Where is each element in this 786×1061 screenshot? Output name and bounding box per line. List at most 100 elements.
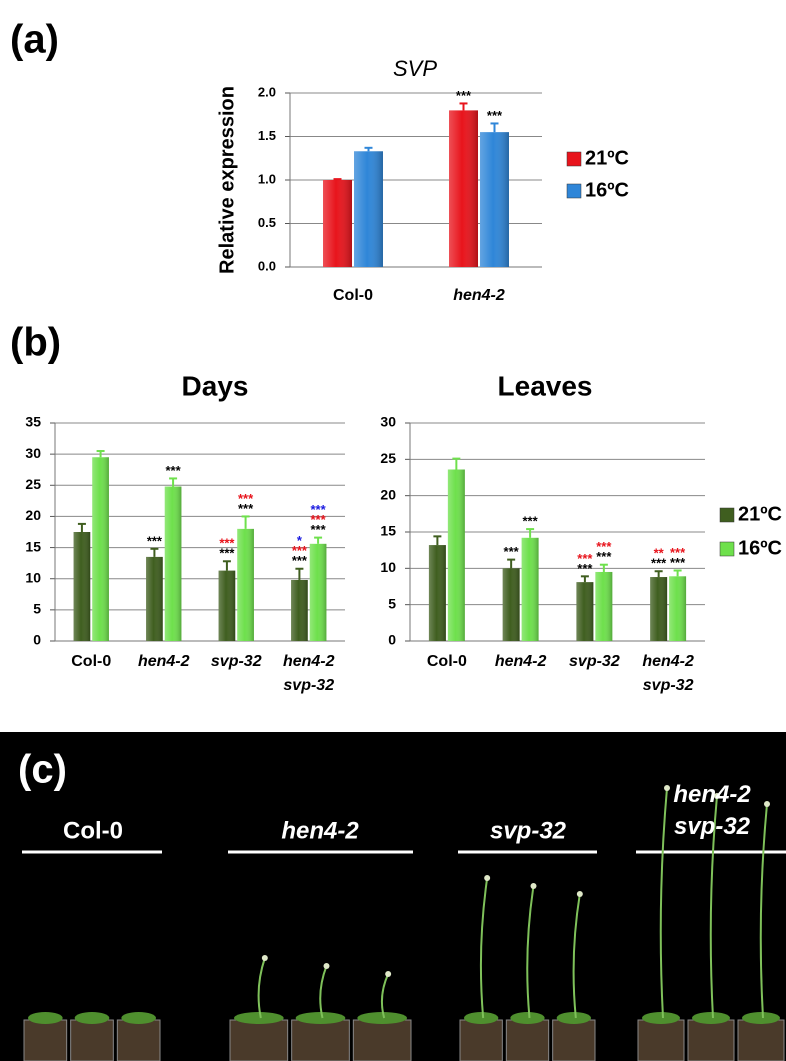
y-tick-label: 25 bbox=[25, 476, 41, 492]
panel-label: (c) bbox=[18, 748, 67, 792]
x-tick-label: svp-32 bbox=[569, 653, 620, 670]
pot bbox=[688, 1020, 734, 1061]
x-tick-label: Col-0 bbox=[71, 653, 111, 670]
legend-label: 16ºC bbox=[738, 537, 782, 559]
bar-shade bbox=[146, 557, 163, 641]
significance: *** bbox=[219, 536, 235, 551]
pot bbox=[553, 1020, 595, 1061]
pot bbox=[506, 1020, 548, 1061]
rosette bbox=[234, 1012, 284, 1024]
panel-label: (a) bbox=[10, 18, 59, 62]
bar-shade bbox=[480, 132, 509, 267]
x-tick-label: svp-32 bbox=[211, 653, 262, 670]
y-tick-label: 1.5 bbox=[258, 128, 276, 143]
chart-title: SVP bbox=[393, 56, 437, 81]
pot bbox=[117, 1020, 160, 1061]
legend-label: 16ºC bbox=[585, 179, 629, 201]
legend-swatch bbox=[720, 542, 734, 556]
y-tick-label: 5 bbox=[33, 601, 41, 617]
y-tick-label: 10 bbox=[380, 559, 396, 575]
y-tick-label: 30 bbox=[25, 445, 41, 461]
bar-shade bbox=[669, 576, 686, 641]
y-axis-label: Relative expression bbox=[216, 86, 238, 274]
significance: *** bbox=[596, 539, 612, 554]
bar-shade bbox=[449, 110, 478, 267]
legend-label: 21ºC bbox=[585, 147, 629, 169]
rosette bbox=[121, 1012, 156, 1024]
flower bbox=[664, 785, 670, 791]
pot bbox=[460, 1020, 502, 1061]
rosette bbox=[510, 1012, 544, 1024]
significance: *** bbox=[165, 463, 181, 478]
flower bbox=[385, 971, 391, 977]
y-tick-label: 0.5 bbox=[258, 215, 276, 230]
flower bbox=[764, 801, 770, 807]
pot bbox=[638, 1020, 684, 1061]
significance: *** bbox=[487, 108, 503, 123]
bar-shade bbox=[429, 545, 446, 641]
bar-shade bbox=[237, 529, 254, 641]
significance: *** bbox=[456, 88, 472, 103]
bar-shade bbox=[354, 151, 383, 267]
bar-shade bbox=[576, 582, 593, 641]
flower bbox=[577, 891, 583, 897]
panel-label: (b) bbox=[10, 321, 61, 365]
flower bbox=[262, 955, 268, 961]
significance: *** bbox=[310, 502, 326, 517]
flower bbox=[484, 875, 490, 881]
x-tick-label: hen4-2 bbox=[495, 653, 547, 670]
significance: *** bbox=[577, 551, 593, 566]
significance: *** bbox=[670, 545, 686, 560]
bar-shade bbox=[310, 544, 327, 641]
x-tick-label: hen4-2 bbox=[138, 653, 190, 670]
bar-shade bbox=[323, 180, 352, 267]
y-tick-label: 15 bbox=[25, 538, 41, 554]
pot bbox=[353, 1020, 411, 1061]
x-tick-label: hen4-2svp-32 bbox=[642, 653, 694, 694]
x-tick-label: Col-0 bbox=[333, 287, 373, 304]
legend-swatch bbox=[567, 184, 581, 198]
bar-shade bbox=[522, 538, 539, 641]
pot bbox=[230, 1020, 288, 1061]
figure: (a) (b) (c) Col-0hen4-2svp-32hen4-2svp-3… bbox=[0, 0, 786, 1061]
pot bbox=[738, 1020, 784, 1061]
y-tick-label: 20 bbox=[25, 507, 41, 523]
pot bbox=[292, 1020, 350, 1061]
legend-swatch bbox=[720, 508, 734, 522]
pot bbox=[71, 1020, 114, 1061]
flower bbox=[324, 963, 330, 969]
y-tick-label: 2.0 bbox=[258, 84, 276, 99]
bar-shade bbox=[650, 577, 667, 641]
rosette bbox=[28, 1012, 63, 1024]
rosette bbox=[296, 1012, 346, 1024]
y-tick-label: 20 bbox=[380, 486, 396, 502]
photo-label: Col-0 bbox=[63, 817, 123, 844]
rosette bbox=[742, 1012, 780, 1024]
y-tick-label: 30 bbox=[380, 414, 396, 430]
photo-label: svp-32 bbox=[490, 817, 567, 844]
bar-shade bbox=[503, 568, 520, 641]
chart-title: Leaves bbox=[498, 370, 593, 401]
legend-label: 21ºC bbox=[738, 503, 782, 525]
y-tick-label: 35 bbox=[25, 414, 41, 430]
bar-shade bbox=[595, 572, 612, 641]
y-tick-label: 5 bbox=[388, 595, 396, 611]
y-tick-label: 0 bbox=[33, 632, 41, 648]
rosette bbox=[642, 1012, 680, 1024]
rosette bbox=[557, 1012, 591, 1024]
photo-background bbox=[0, 732, 786, 1061]
pot bbox=[24, 1020, 67, 1061]
y-tick-label: 25 bbox=[380, 450, 396, 466]
rosette bbox=[464, 1012, 498, 1024]
significance: *** bbox=[238, 491, 254, 506]
flower bbox=[531, 883, 537, 889]
bar-shade bbox=[291, 580, 308, 641]
bar-shade bbox=[92, 457, 109, 641]
significance: *** bbox=[147, 533, 163, 548]
photo-label: hen4-2 bbox=[281, 817, 359, 844]
rosette bbox=[75, 1012, 110, 1024]
y-tick-label: 0.0 bbox=[258, 258, 276, 273]
x-tick-label: Col-0 bbox=[427, 653, 467, 670]
significance: ** bbox=[654, 546, 665, 561]
